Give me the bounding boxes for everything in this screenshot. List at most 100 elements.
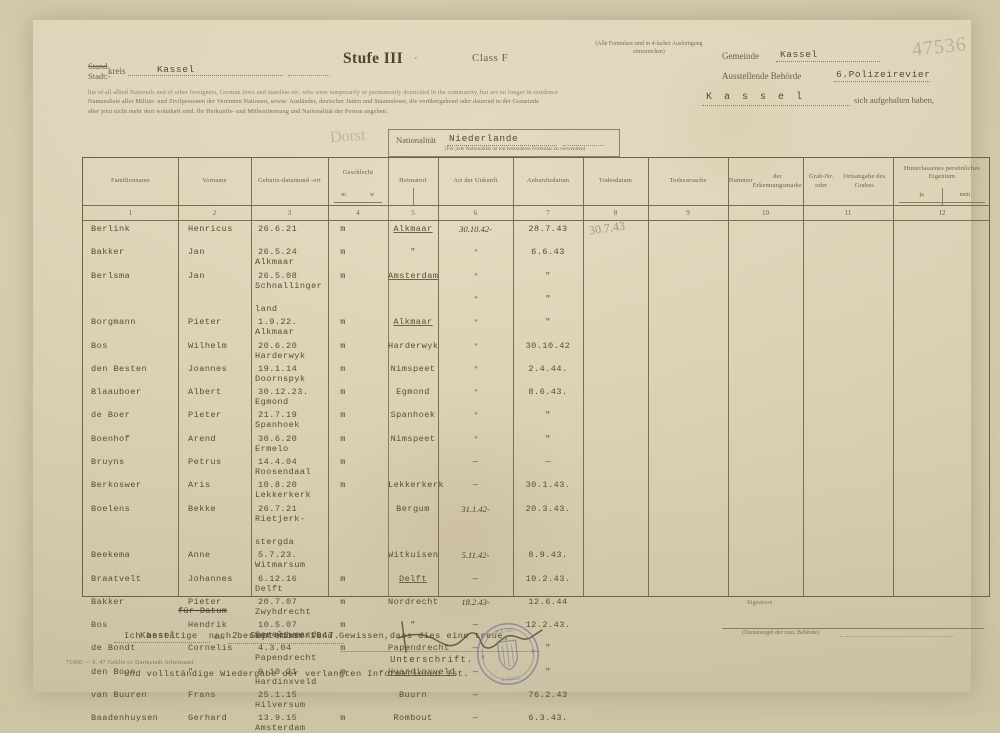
column-header-line: und -ort <box>298 177 321 185</box>
confirm-part-a: Ich bestätige <box>124 631 198 641</box>
cell-art-unkunft: " <box>473 433 478 444</box>
cell-geschlecht: m <box>340 387 346 398</box>
cell-geburtsdatum: 25.1.15 <box>258 690 298 700</box>
cell-art-unkunft: — <box>472 666 479 677</box>
cell-geburtsdatum: 10.8.20 <box>258 480 298 491</box>
cell-vorname: Joannes <box>188 363 228 374</box>
cell-geburtsdatum: 9.10.21 <box>258 666 298 677</box>
column-number: 2 <box>212 208 217 217</box>
behoerde-label: Ausstellende Behörde <box>722 71 802 81</box>
cell-ankunftsdatum: 30.10.42 <box>525 340 571 351</box>
column-header-line: datum <box>281 177 299 185</box>
gemeinde-value: Kassel <box>780 49 818 60</box>
cell-ankunftsdatum: " <box>545 410 551 421</box>
cell-vorname: Henricus <box>188 224 233 234</box>
cell-familienname: Bos <box>91 340 108 351</box>
cell-art-unkunft: 18.2.43- <box>461 596 490 607</box>
column-number: 12 <box>938 208 946 217</box>
column-header-line: Todesursache <box>669 177 707 185</box>
cell-geburtsort: Hilversum <box>255 700 306 710</box>
cell-geburtsdatum: 20.7.07 <box>258 596 298 607</box>
cell-heimatort: Witkuisen <box>388 550 439 561</box>
cell-heimatort: " <box>410 620 416 631</box>
cell-art-unkunft: " <box>473 363 478 374</box>
cell-familienname: Berlsma <box>91 270 131 281</box>
cell-geburtsort: Sonelsweards <box>255 630 323 641</box>
cell-geschlecht: m <box>340 480 346 491</box>
cell-ankunftsdatum: " <box>545 666 551 677</box>
cell-geburtsdatum: 21.7.19 <box>258 410 298 421</box>
column-number: 6 <box>473 208 478 217</box>
instruction-line-de2: aber jetzt nicht mehr dort wohnhaft sind… <box>88 107 388 115</box>
column-header: Familienname <box>83 158 178 205</box>
cell-heimatort: Nordrecht <box>388 596 439 607</box>
column-number: 3 <box>287 208 292 217</box>
cell-geburtsort: Harderwyk <box>255 350 306 361</box>
aufenthaltsort-value: K a s s e l <box>706 92 806 103</box>
cell-vorname: Jan <box>188 270 205 281</box>
cell-ankunftsdatum: 6.3.43. <box>528 713 568 724</box>
cell-geburtsort: stergda <box>255 536 295 547</box>
cell-vorname: Jan <box>188 247 205 258</box>
cell-geburtsdatum: 1.9.22. <box>258 317 298 328</box>
cell-familienname: Bakker <box>91 596 125 607</box>
column-header: Geburts-datum und -ort <box>251 158 328 205</box>
cell-art-unkunft: " <box>473 270 478 281</box>
nationality-value: Niederlande <box>449 133 519 144</box>
cell-vorname: Cornelis <box>188 643 233 654</box>
column-header-line: Ankunftsdatum <box>526 177 570 185</box>
cell-vorname: Anne <box>188 550 211 561</box>
footer-den-label: den <box>214 633 225 641</box>
cell-geschlecht: m <box>340 433 346 444</box>
behoerde-underline <box>834 81 930 82</box>
cell-ankunftsdatum: " <box>545 643 551 654</box>
kreis-value: Kassel <box>157 64 195 75</box>
table-column-divider <box>438 158 439 596</box>
cell-vorname: Johannes <box>188 573 233 584</box>
cell-familienname: Bakker <box>91 247 125 258</box>
stand-label: Stand <box>88 61 108 71</box>
column-header-line: Grab-Nr. oder <box>809 173 834 189</box>
sublabel-rule <box>334 202 382 203</box>
cell-geburtsdatum: 19.1.14 <box>258 363 298 374</box>
cell-ankunftsdatum: 8.6.43. <box>528 387 568 398</box>
cell-geburtsdatum: 4.3.04 <box>258 643 292 654</box>
column-header: Todesdatum <box>583 158 648 205</box>
cell-geschlecht: m <box>340 620 346 631</box>
cell-geschlecht: m <box>340 247 346 258</box>
instruction-note: list of all allied Nationals and of othe… <box>88 88 648 116</box>
form-class-label: Class F <box>472 52 509 64</box>
cell-ankunftsdatum: 10.2.43. <box>525 573 571 584</box>
cell-art-unkunft: " <box>473 247 478 258</box>
table-column-divider <box>251 158 252 596</box>
cell-ankunftsdatum: " <box>545 433 551 444</box>
cell-familienname: van Buuren <box>91 690 148 700</box>
footer-place-value: Kassel <box>140 631 177 641</box>
cell-geburtsdatum: 26.6.21 <box>258 224 298 234</box>
aufenthaltsort-tail-label: sich aufgehalten haben, <box>854 95 935 105</box>
cell-ankunftsdatum: 30.1.43. <box>525 480 571 491</box>
cell-geburtsdatum: 5.7.23. <box>258 550 298 561</box>
table-column-divider <box>388 158 389 596</box>
cell-geburtsort: Delft <box>255 583 284 594</box>
form-level-title: Stufe III <box>343 50 404 67</box>
cell-geburtsort: Alkmaar <box>255 257 295 268</box>
cell-heimatort: Rombout <box>393 713 433 724</box>
footer-date-underline <box>228 643 344 644</box>
column-header: Geschlecht <box>328 158 388 188</box>
handwritten-signature <box>397 621 543 653</box>
cell-ankunftsdatum: 6.6.43 <box>531 247 565 258</box>
cell-heimatort: Nimspeet <box>390 363 436 374</box>
column-number: 1 <box>128 208 133 217</box>
table-subcolumn-divider <box>413 188 414 205</box>
column-header-line: Geburts- <box>258 177 282 185</box>
cell-art-unkunft: " <box>473 293 478 304</box>
cell-art-unkunft: — <box>472 643 479 654</box>
footer-place-underline <box>114 642 210 643</box>
cell-geschlecht: m <box>340 457 346 467</box>
kreis-underline-extra <box>288 75 330 76</box>
cell-familienname: Berkoswer <box>91 480 142 491</box>
cell-vorname: Hendrik <box>188 620 228 631</box>
cell-vorname: Wilhelm <box>188 340 228 351</box>
table-header-rule <box>83 205 989 206</box>
